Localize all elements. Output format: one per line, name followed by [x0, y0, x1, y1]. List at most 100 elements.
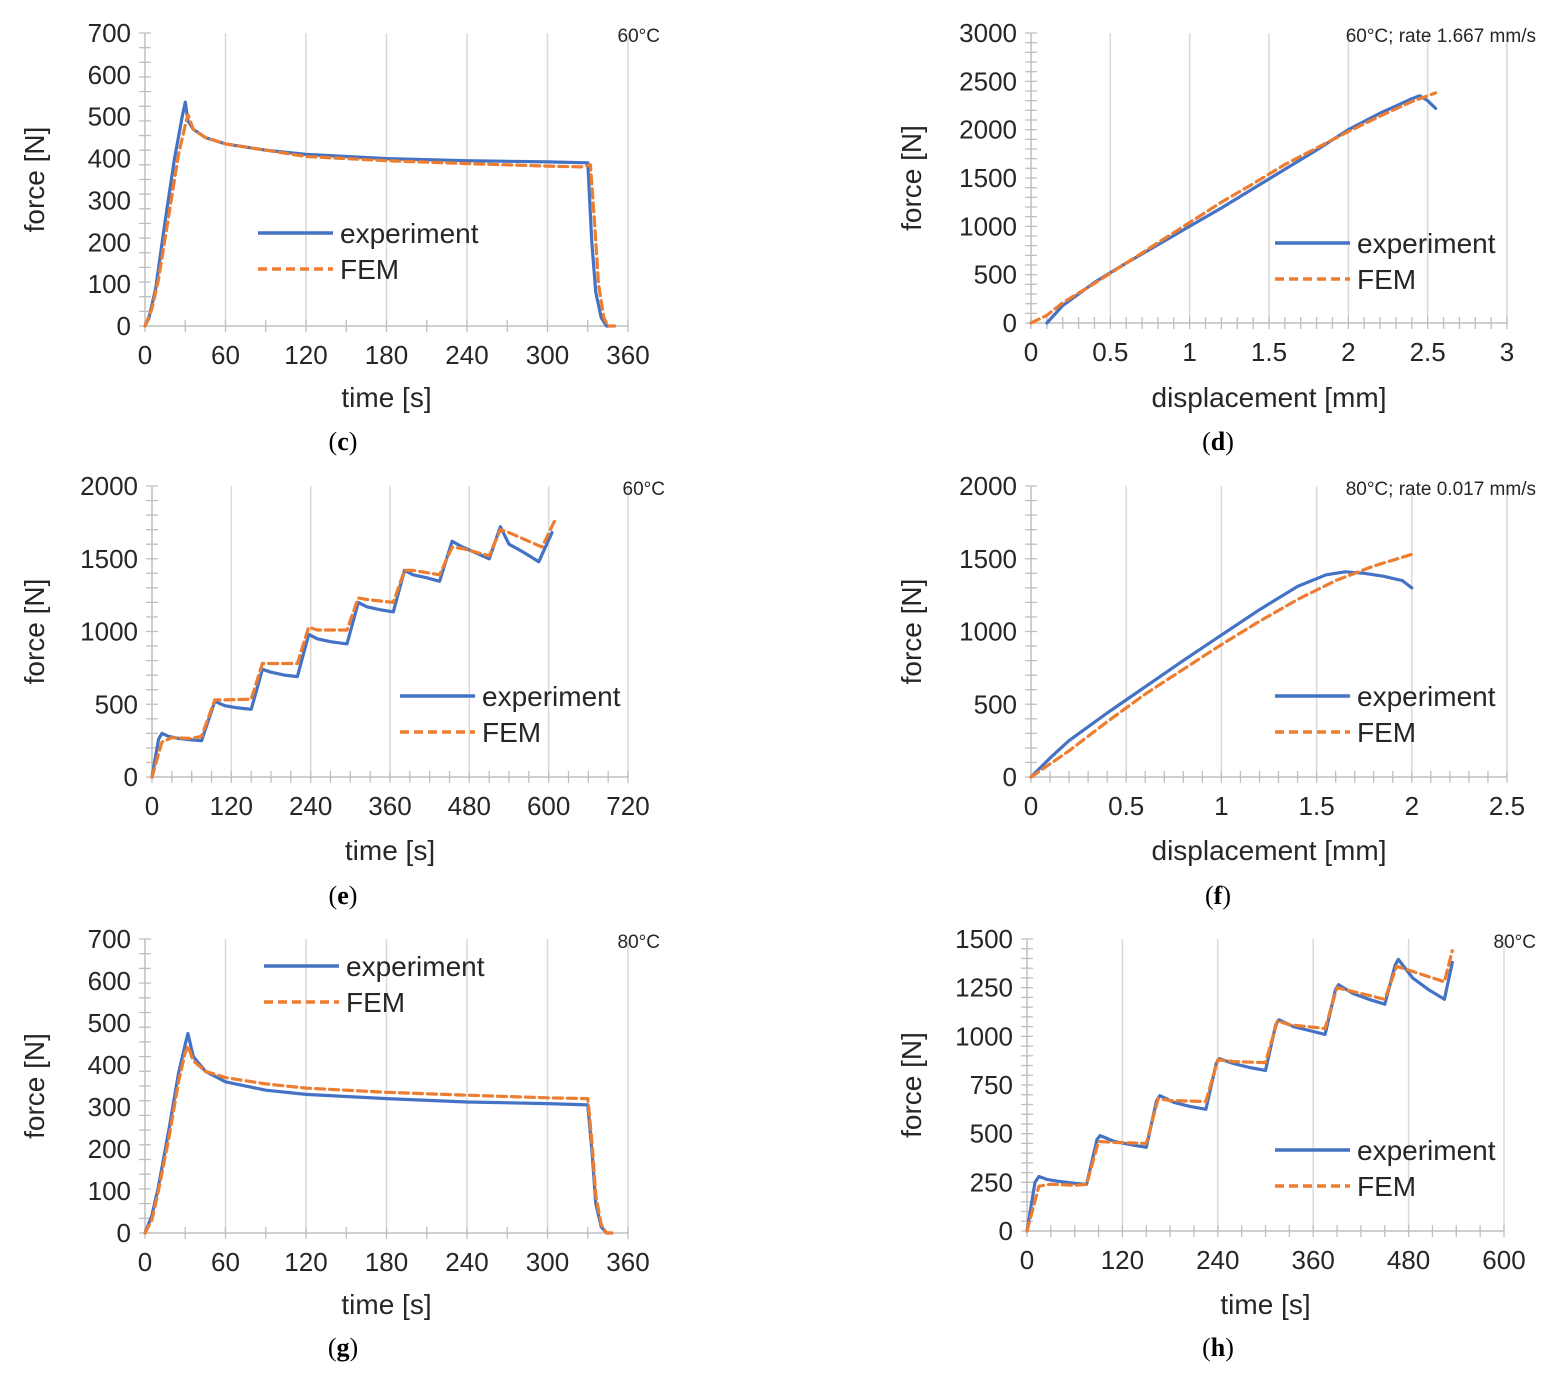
condition-annotation: 60°C: [623, 479, 665, 500]
series-line-fem: [1025, 949, 1454, 1233]
panel-label: (c): [329, 427, 358, 456]
x-tick-label: 1: [1182, 337, 1196, 367]
x-axis-label: time [s]: [341, 382, 431, 413]
chart-panel-f: 0 0.5 1 1.5 2 2.5 0 500 1000 1500 2000 displacement…: [896, 471, 1536, 910]
x-tick-label: 2.5: [1410, 337, 1446, 367]
x-tick-label: 240: [445, 1247, 488, 1277]
y-tick-label: 600: [88, 60, 131, 90]
x-tick-label: 120: [1101, 1245, 1144, 1275]
y-tick-label: 1000: [959, 617, 1017, 647]
y-tick-label: 200: [88, 1134, 131, 1164]
legend-label-fem: FEM: [1357, 264, 1416, 295]
x-tick-label: 60: [211, 1247, 240, 1277]
series-line-fem: [143, 1044, 614, 1235]
y-tick-label: 700: [88, 18, 131, 48]
x-tick-label: 0: [1024, 791, 1038, 821]
y-tick-label: 1250: [955, 973, 1013, 1003]
x-axis-label: displacement [mm]: [1152, 382, 1387, 413]
y-tick-label: 750: [970, 1070, 1013, 1100]
x-tick-label: 3: [1500, 337, 1514, 367]
y-tick-label: 700: [88, 924, 131, 954]
y-tick-label: 0: [117, 1218, 131, 1248]
series-line-experiment: [143, 1031, 613, 1235]
y-tick-label: 400: [88, 1050, 131, 1080]
x-tick-label: 360: [368, 791, 411, 821]
y-tick-label: 2000: [959, 115, 1017, 145]
x-tick-label: 180: [365, 340, 408, 370]
x-tick-label: 0: [1020, 1245, 1034, 1275]
x-tick-label: 0: [138, 1247, 152, 1277]
x-tick-label: 240: [289, 791, 332, 821]
condition-annotation: 60°C: [618, 26, 660, 47]
y-tick-label: 250: [970, 1167, 1013, 1197]
y-axis-label: force [N]: [19, 1033, 50, 1139]
y-tick-label: 500: [88, 1008, 131, 1038]
y-tick-label: 1500: [959, 544, 1017, 574]
legend-label-fem: FEM: [1357, 717, 1416, 748]
x-tick-label: 360: [606, 1247, 649, 1277]
y-tick-label: 600: [88, 966, 131, 996]
x-tick-label: 240: [1196, 1245, 1239, 1275]
x-tick-label: 2: [1341, 337, 1355, 367]
x-tick-label: 0.5: [1092, 337, 1128, 367]
y-tick-label: 1500: [959, 163, 1017, 193]
x-tick-label: 1.5: [1299, 791, 1335, 821]
condition-annotation: 80°C: [1494, 932, 1536, 953]
x-tick-label: 120: [284, 340, 327, 370]
y-axis-label: force [N]: [896, 1032, 927, 1138]
y-axis-label: force [N]: [896, 125, 927, 231]
x-tick-label: 480: [1387, 1245, 1430, 1275]
series-line-experiment: [1029, 570, 1414, 779]
x-tick-label: 2: [1405, 791, 1419, 821]
y-tick-label: 100: [88, 1176, 131, 1206]
series-line-fem: [143, 112, 617, 328]
chart-panel-e: 0 120 240 360 480 600 720 0 500 1000 1500 2000 time …: [19, 471, 665, 910]
x-tick-label: 0: [1024, 337, 1038, 367]
y-tick-label: 1500: [955, 924, 1013, 954]
legend-label-fem: FEM: [346, 987, 405, 1018]
legend-label-fem: FEM: [340, 254, 399, 285]
y-tick-label: 500: [974, 260, 1017, 290]
chart-panel-c: 0 60 120 180 240 300 360 0 100 200 300 400 500 600 700…: [19, 18, 660, 456]
y-tick-label: 1000: [80, 617, 138, 647]
chart-panel-d: 0 0.5 1 1.5 2 2.5 3 0 500 1000 1500 2000 2500 3000 dis…: [896, 18, 1536, 456]
panel-label: (g): [328, 1333, 358, 1362]
x-tick-label: 360: [606, 340, 649, 370]
x-tick-label: 300: [526, 340, 569, 370]
x-tick-label: 0: [138, 340, 152, 370]
legend-label-fem: FEM: [482, 717, 541, 748]
y-tick-label: 1000: [955, 1021, 1013, 1051]
x-tick-label: 120: [210, 791, 253, 821]
legend-label-experiment: experiment: [482, 681, 621, 712]
legend-label-experiment: experiment: [1357, 681, 1496, 712]
condition-annotation: 60°C; rate 1.667 mm/s: [1346, 26, 1536, 47]
x-tick-label: 720: [606, 791, 649, 821]
panel-label: (f): [1205, 881, 1231, 910]
y-tick-label: 500: [88, 102, 131, 132]
x-tick-label: 120: [284, 1247, 327, 1277]
x-tick-label: 1.5: [1251, 337, 1287, 367]
y-tick-label: 0: [1003, 762, 1017, 792]
x-tick-label: 2.5: [1489, 791, 1525, 821]
y-axis-label: force [N]: [19, 127, 50, 233]
x-tick-label: 180: [365, 1247, 408, 1277]
y-tick-label: 0: [124, 762, 138, 792]
y-tick-label: 400: [88, 144, 131, 174]
series-line-fem: [1029, 552, 1414, 779]
panel-label: (h): [1202, 1333, 1234, 1362]
chart-panel-g: 0 60 120 180 240 300 360 0 100 200 300 400 500 600 700…: [19, 924, 660, 1362]
x-tick-label: 600: [527, 791, 570, 821]
legend-label-fem: FEM: [1357, 1171, 1416, 1202]
chart-panel-h: 0 120 240 360 480 600 0 250 500 750 1000 1250 1500 ti…: [896, 924, 1536, 1362]
x-axis-label: time [s]: [1220, 1289, 1310, 1320]
condition-annotation: 80°C: [618, 932, 660, 953]
y-tick-label: 100: [88, 269, 131, 299]
y-tick-label: 0: [999, 1216, 1013, 1246]
y-tick-label: 2000: [959, 471, 1017, 501]
legend-label-experiment: experiment: [1357, 1135, 1496, 1166]
legend-label-experiment: experiment: [346, 951, 485, 982]
y-tick-label: 0: [117, 311, 131, 341]
x-axis-label: time [s]: [341, 1289, 431, 1320]
x-tick-label: 60: [211, 340, 240, 370]
